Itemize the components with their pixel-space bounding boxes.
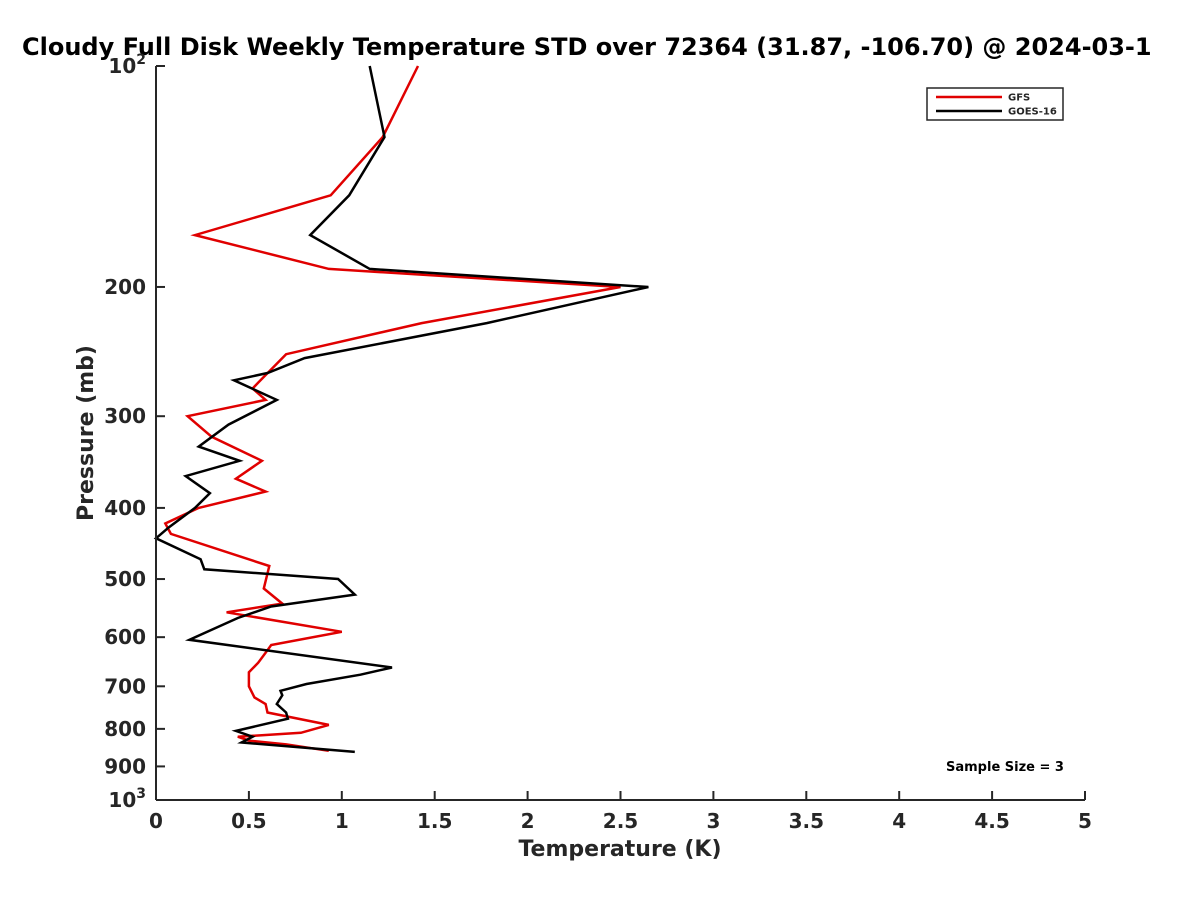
y-tick-label: 900 — [104, 754, 146, 778]
x-tick-label: 3 — [706, 809, 720, 833]
x-tick-label: 1 — [335, 809, 349, 833]
y-tick-label: 500 — [104, 567, 146, 591]
legend-label-gfs: GFS — [1008, 93, 1030, 104]
x-tick-label: 4.5 — [974, 809, 1009, 833]
y-tick-label: 300 — [104, 404, 146, 428]
y-tick-label: 102 — [108, 52, 146, 78]
x-tick-label: 5 — [1078, 809, 1092, 833]
legend: GFS GOES-16 — [926, 87, 1064, 121]
y-tick-label: 700 — [104, 674, 146, 698]
legend-label-goes16: GOES-16 — [1008, 107, 1057, 118]
y-tick-layer: 102 200 300 400 500 600 700 800 900 103 — [104, 52, 165, 812]
y-tick-label: 600 — [104, 625, 146, 649]
x-tick-label: 4 — [892, 809, 906, 833]
series-line-gfs — [163, 65, 621, 753]
y-tick-label: 400 — [104, 496, 146, 520]
x-tick-label: 2.5 — [603, 809, 638, 833]
x-tick-label: 3.5 — [789, 809, 824, 833]
x-tick-label: 2 — [521, 809, 535, 833]
x-tick-label: 1.5 — [417, 809, 452, 833]
chart-title: Cloudy Full Disk Weekly Temperature STD … — [22, 33, 1152, 61]
x-tick-layer: 0 0.5 1 1.5 2 2.5 3 3.5 4 4.5 5 — [149, 791, 1092, 833]
axes-layer — [155, 66, 1085, 801]
x-axis-label: Temperature (K) — [518, 837, 721, 862]
sample-size-annotation: Sample Size = 3 — [946, 760, 1064, 775]
x-tick-label: 0 — [149, 809, 163, 833]
series-line-goes16 — [153, 65, 649, 754]
series-layer — [153, 65, 649, 754]
y-tick-label: 200 — [104, 275, 146, 299]
y-tick-label: 800 — [104, 717, 146, 741]
x-tick-label: 0.5 — [231, 809, 266, 833]
legend-box — [926, 87, 1064, 121]
y-tick-label: 103 — [108, 786, 146, 812]
y-axis-label: Pressure (mb) — [74, 345, 99, 521]
